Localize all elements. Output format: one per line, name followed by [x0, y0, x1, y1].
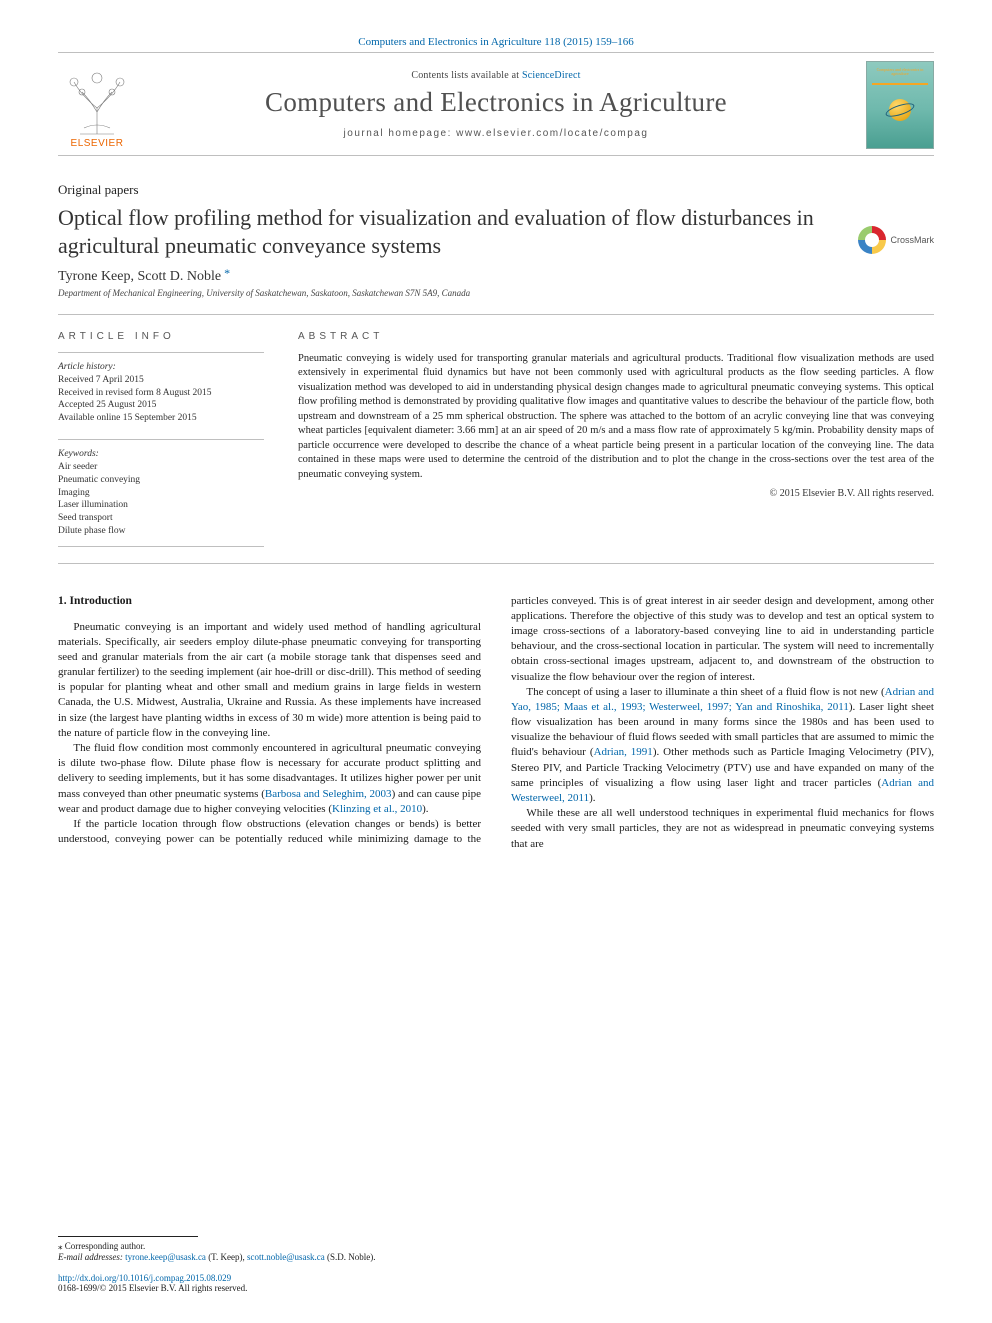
- section-heading-introduction: 1. Introduction: [58, 594, 481, 610]
- email-who: (S.D. Noble).: [325, 1252, 376, 1262]
- body-columns: 1. Introduction Pneumatic conveying is a…: [58, 594, 934, 852]
- journal-cover-thumbnail: Computers and electronics in agriculture: [866, 61, 934, 149]
- homepage-prefix: journal homepage:: [344, 128, 457, 139]
- body-text: ).: [589, 792, 595, 804]
- keywords-label: Keywords:: [58, 448, 264, 461]
- corresponding-author-note: ⁎ Corresponding author.: [58, 1241, 934, 1252]
- history-label: Article history:: [58, 361, 264, 374]
- affiliation: Department of Mechanical Engineering, Un…: [58, 288, 934, 298]
- masthead: ELSEVIER Contents lists available at Sci…: [58, 52, 934, 156]
- authors: Tyrone Keep, Scott D. Noble *: [58, 269, 934, 285]
- journal-homepage: journal homepage: www.elsevier.com/locat…: [265, 128, 727, 139]
- elsevier-tree-icon: [62, 68, 132, 136]
- issn-line: 0168-1699/© 2015 Elsevier B.V. All right…: [58, 1283, 247, 1293]
- doi-link[interactable]: http://dx.doi.org/10.1016/j.compag.2015.…: [58, 1273, 231, 1283]
- contents-line: Contents lists available at ScienceDirec…: [265, 70, 727, 81]
- history-revised: Received in revised form 8 August 2015: [58, 387, 264, 400]
- body-text: The concept of using a laser to illumina…: [526, 686, 884, 698]
- body-text: ).: [422, 803, 428, 815]
- email-label: E-mail addresses:: [58, 1252, 125, 1262]
- contents-prefix: Contents lists available at: [411, 70, 522, 81]
- crossmark-badge[interactable]: CrossMark: [858, 226, 934, 254]
- email-link[interactable]: scott.noble@usask.ca: [247, 1252, 325, 1262]
- paper-type: Original papers: [58, 182, 934, 198]
- crossmark-icon: [858, 226, 886, 254]
- body-paragraph: The fluid flow condition most commonly e…: [58, 741, 481, 817]
- paper-title: Optical flow profiling method for visual…: [58, 204, 838, 259]
- abstract-heading: ABSTRACT: [298, 331, 934, 342]
- keyword: Pneumatic conveying: [58, 474, 264, 487]
- homepage-url: www.elsevier.com/locate/compag: [456, 128, 648, 139]
- abstract-text: Pneumatic conveying is widely used for t…: [298, 352, 934, 482]
- body-paragraph: Pneumatic conveying is an important and …: [58, 620, 481, 741]
- elsevier-wordmark: ELSEVIER: [71, 138, 124, 149]
- elsevier-logo: ELSEVIER: [58, 57, 136, 149]
- keyword: Imaging: [58, 487, 264, 500]
- keyword: Seed transport: [58, 512, 264, 525]
- corresponding-asterisk-icon: *: [221, 266, 230, 280]
- keyword: Laser illumination: [58, 499, 264, 512]
- divider: [58, 314, 934, 315]
- citation-link[interactable]: Computers and Electronics in Agriculture…: [58, 36, 934, 48]
- journal-title: Computers and Electronics in Agriculture: [265, 87, 727, 118]
- crossmark-label: CrossMark: [890, 235, 934, 245]
- article-info-heading: ARTICLE INFO: [58, 331, 264, 342]
- email-who: (T. Keep),: [206, 1252, 247, 1262]
- history-accepted: Accepted 25 August 2015: [58, 399, 264, 412]
- history-received: Received 7 April 2015: [58, 374, 264, 387]
- citation-link[interactable]: Adrian, 1991: [594, 746, 653, 758]
- citation-link[interactable]: Barbosa and Seleghim, 2003: [265, 788, 392, 800]
- sciencedirect-link[interactable]: ScienceDirect: [522, 70, 581, 81]
- cover-text: Computers and electronics in agriculture: [867, 66, 933, 79]
- cover-globe-icon: [889, 99, 911, 121]
- body-paragraph: While these are all well understood tech…: [511, 806, 934, 852]
- footnote-rule: [58, 1236, 198, 1237]
- footer: ⁎ Corresponding author. E-mail addresses…: [58, 1236, 934, 1294]
- citation-link[interactable]: Klinzing et al., 2010: [332, 803, 422, 815]
- email-footnote: E-mail addresses: tyrone.keep@usask.ca (…: [58, 1252, 934, 1263]
- keyword: Dilute phase flow: [58, 525, 264, 538]
- history-online: Available online 15 September 2015: [58, 412, 264, 425]
- keyword: Air seeder: [58, 461, 264, 474]
- body-paragraph: The concept of using a laser to illumina…: [511, 685, 934, 806]
- abstract-copyright: © 2015 Elsevier B.V. All rights reserved…: [298, 488, 934, 499]
- email-link[interactable]: tyrone.keep@usask.ca: [125, 1252, 206, 1262]
- author-names: Tyrone Keep, Scott D. Noble: [58, 269, 221, 284]
